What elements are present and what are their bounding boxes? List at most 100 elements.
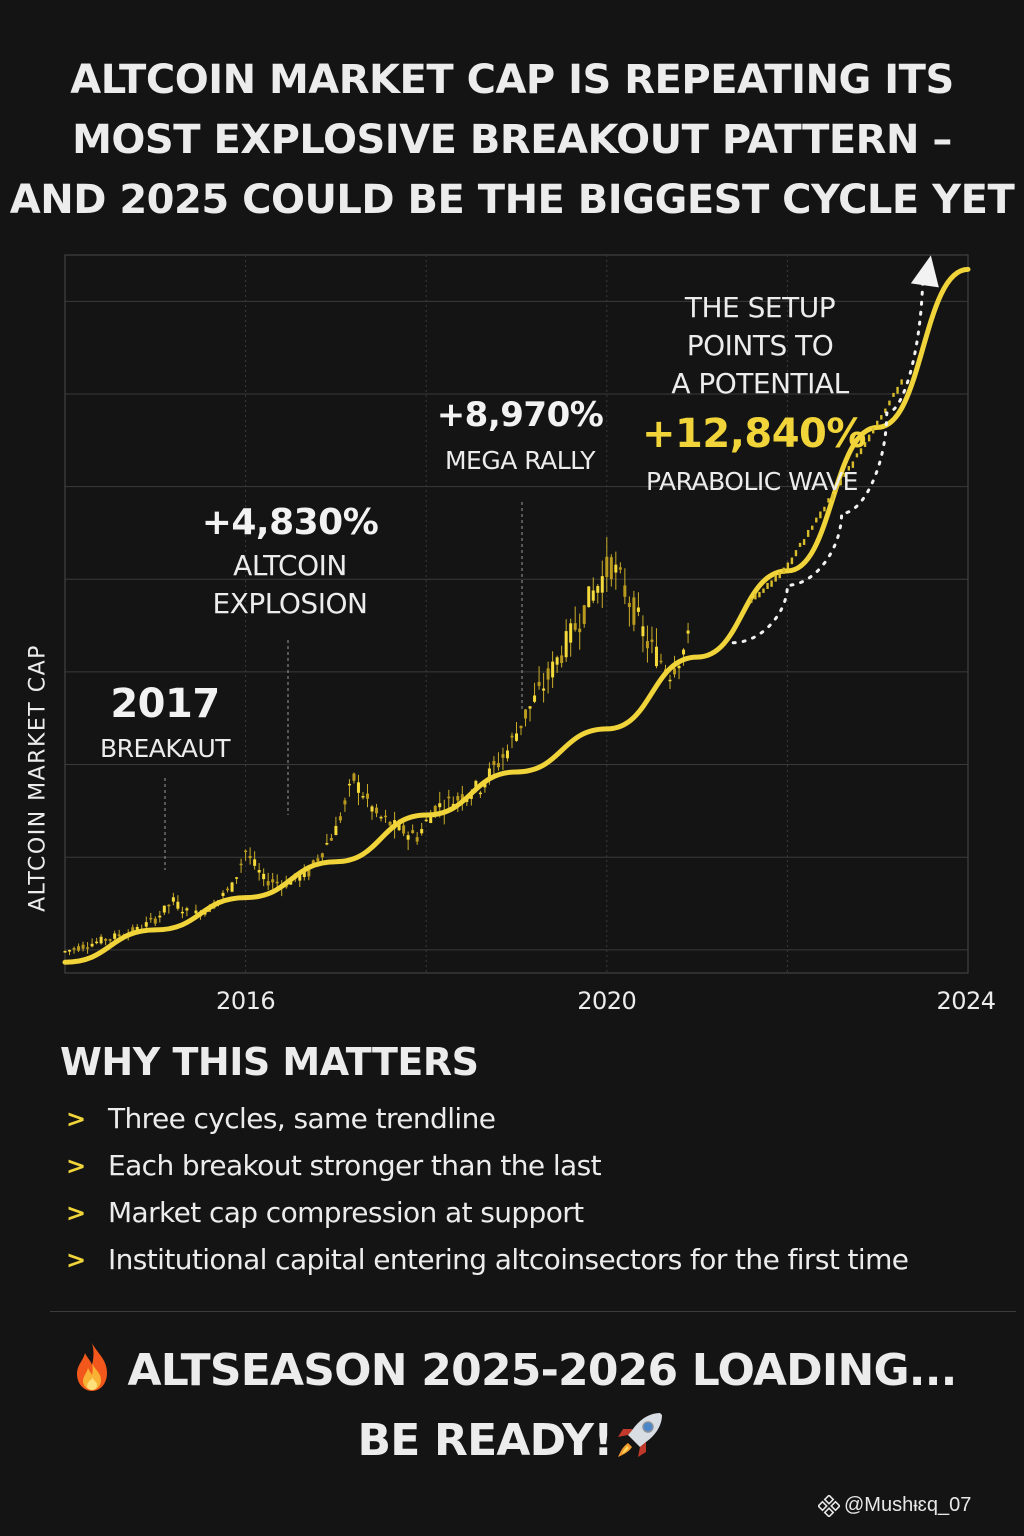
candle-body xyxy=(515,733,518,741)
projection-candle xyxy=(762,588,765,593)
projection-candle xyxy=(766,582,769,589)
candle-body xyxy=(180,911,184,914)
candle-body xyxy=(72,948,76,950)
y-axis-title: ALTCOIN MARKET CAP xyxy=(25,644,51,912)
candle-body xyxy=(149,917,153,920)
cta-line-2: BE READY! xyxy=(0,1406,1024,1476)
candle-body xyxy=(194,910,198,914)
why-item-text: Each breakout stronger than the last xyxy=(108,1149,602,1182)
projection-candle xyxy=(790,557,794,565)
projection-candle xyxy=(786,562,790,569)
candle-body xyxy=(569,623,573,643)
candle-body xyxy=(591,590,595,601)
candle-body xyxy=(677,665,681,669)
projection-candle xyxy=(794,550,798,557)
why-list: > Three cycles, same trendline > Each brea… xyxy=(66,1095,1016,1283)
candle-body xyxy=(86,947,90,949)
headline: ALTCOIN MARKET CAP IS REPEATING ITS MOST… xyxy=(0,50,1024,230)
candle-body xyxy=(262,873,266,880)
why-item: > Each breakout stronger than the last xyxy=(66,1142,1016,1189)
candle-body xyxy=(469,795,473,799)
candle-body xyxy=(329,837,333,841)
candle-body xyxy=(560,655,564,664)
candle-body xyxy=(356,782,360,793)
candle-body xyxy=(474,780,478,789)
candle-body xyxy=(582,605,586,624)
candle-body xyxy=(117,934,121,937)
cta-text-1: ALTSEASON 2025-2026 LOADING... xyxy=(127,1345,957,1396)
projection-candle xyxy=(851,461,855,468)
candle-body xyxy=(298,874,302,881)
projection-candle xyxy=(896,386,899,394)
chevron-right-icon: > xyxy=(66,1151,86,1180)
candle-body xyxy=(230,882,234,892)
projection-candle xyxy=(843,472,846,477)
candle-body xyxy=(370,806,374,812)
candle-body xyxy=(388,821,392,826)
candle-body xyxy=(429,815,433,824)
projection-candle xyxy=(876,420,879,426)
candle-body xyxy=(320,853,324,858)
candle-body xyxy=(618,567,622,570)
why-item: > Three cycles, same trendline xyxy=(66,1095,1016,1142)
projection-candle xyxy=(811,525,814,530)
chevron-right-icon: > xyxy=(66,1245,86,1274)
binance-logo-icon xyxy=(818,1494,840,1517)
candle-body xyxy=(226,888,230,891)
annotation-small: PARABOLIC WAVE xyxy=(646,467,858,496)
candle-body xyxy=(81,944,85,949)
annotation-small: POINTS TO xyxy=(687,329,834,362)
candle-body xyxy=(402,825,406,834)
candle-body xyxy=(239,863,243,866)
candle-body xyxy=(668,679,672,682)
trendline xyxy=(62,266,971,965)
candle-body xyxy=(316,858,320,862)
candle-body xyxy=(361,796,365,798)
why-item: > Market cap compression at support xyxy=(66,1189,1016,1236)
candle-body xyxy=(135,926,139,931)
candle-body xyxy=(90,943,94,947)
rocket-icon xyxy=(618,1413,663,1457)
candle-body xyxy=(487,768,491,778)
candle-body xyxy=(352,773,356,781)
candle-body xyxy=(573,623,577,630)
candle-body xyxy=(682,649,686,655)
candle-body xyxy=(375,807,379,814)
candle-body xyxy=(153,918,157,924)
cta-text-2: BE READY! xyxy=(357,1415,614,1466)
candle-body xyxy=(384,815,388,818)
candle-body xyxy=(185,908,189,911)
headline-line-3: AND 2025 COULD BE THE BIGGEST CYCLE YET xyxy=(9,177,1015,223)
candle-body xyxy=(366,793,370,799)
x-tick-label: 2016 xyxy=(216,987,275,1015)
candle-body xyxy=(501,754,505,758)
candle-body xyxy=(406,835,410,840)
why-item-text: Market cap compression at support xyxy=(108,1196,584,1229)
call-to-action: ALTSEASON 2025-2026 LOADING... BE READY! xyxy=(0,1336,1024,1476)
candle-body xyxy=(460,794,464,803)
candle-body xyxy=(686,630,690,634)
candle-body xyxy=(510,735,514,738)
candle-body xyxy=(158,915,162,918)
projection-candle xyxy=(880,415,883,420)
candle-body xyxy=(235,877,239,879)
x-tick-label: 2020 xyxy=(577,987,636,1015)
candle-body xyxy=(673,668,677,675)
candle-body xyxy=(379,816,383,819)
candle-body xyxy=(99,936,103,944)
candle-body xyxy=(632,597,636,625)
projection-candle xyxy=(863,442,867,447)
candle-body xyxy=(176,901,180,909)
candle-body xyxy=(478,792,482,795)
projection-candle xyxy=(815,517,818,523)
chart-svg: 2016 2020 2024 2017 BREAKAUT +4,830% ALTCOIN EX… xyxy=(62,254,996,1015)
headline-line-1: ALTCOIN MARKET CAP IS REPEATING ITS xyxy=(70,57,954,103)
candle-body xyxy=(492,760,496,766)
projection-arrow-path xyxy=(731,267,925,645)
candle-body xyxy=(596,586,600,593)
projection-candle xyxy=(750,598,753,603)
candle-body xyxy=(325,843,329,845)
candle-body xyxy=(659,660,663,663)
candle-body xyxy=(636,607,640,612)
candle-body xyxy=(302,869,306,878)
